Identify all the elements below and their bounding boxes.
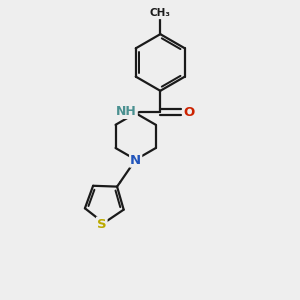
Text: CH₃: CH₃ (150, 8, 171, 18)
Text: O: O (184, 106, 195, 118)
Text: S: S (97, 218, 106, 231)
Text: N: N (130, 154, 141, 166)
Text: NH: NH (116, 105, 137, 118)
